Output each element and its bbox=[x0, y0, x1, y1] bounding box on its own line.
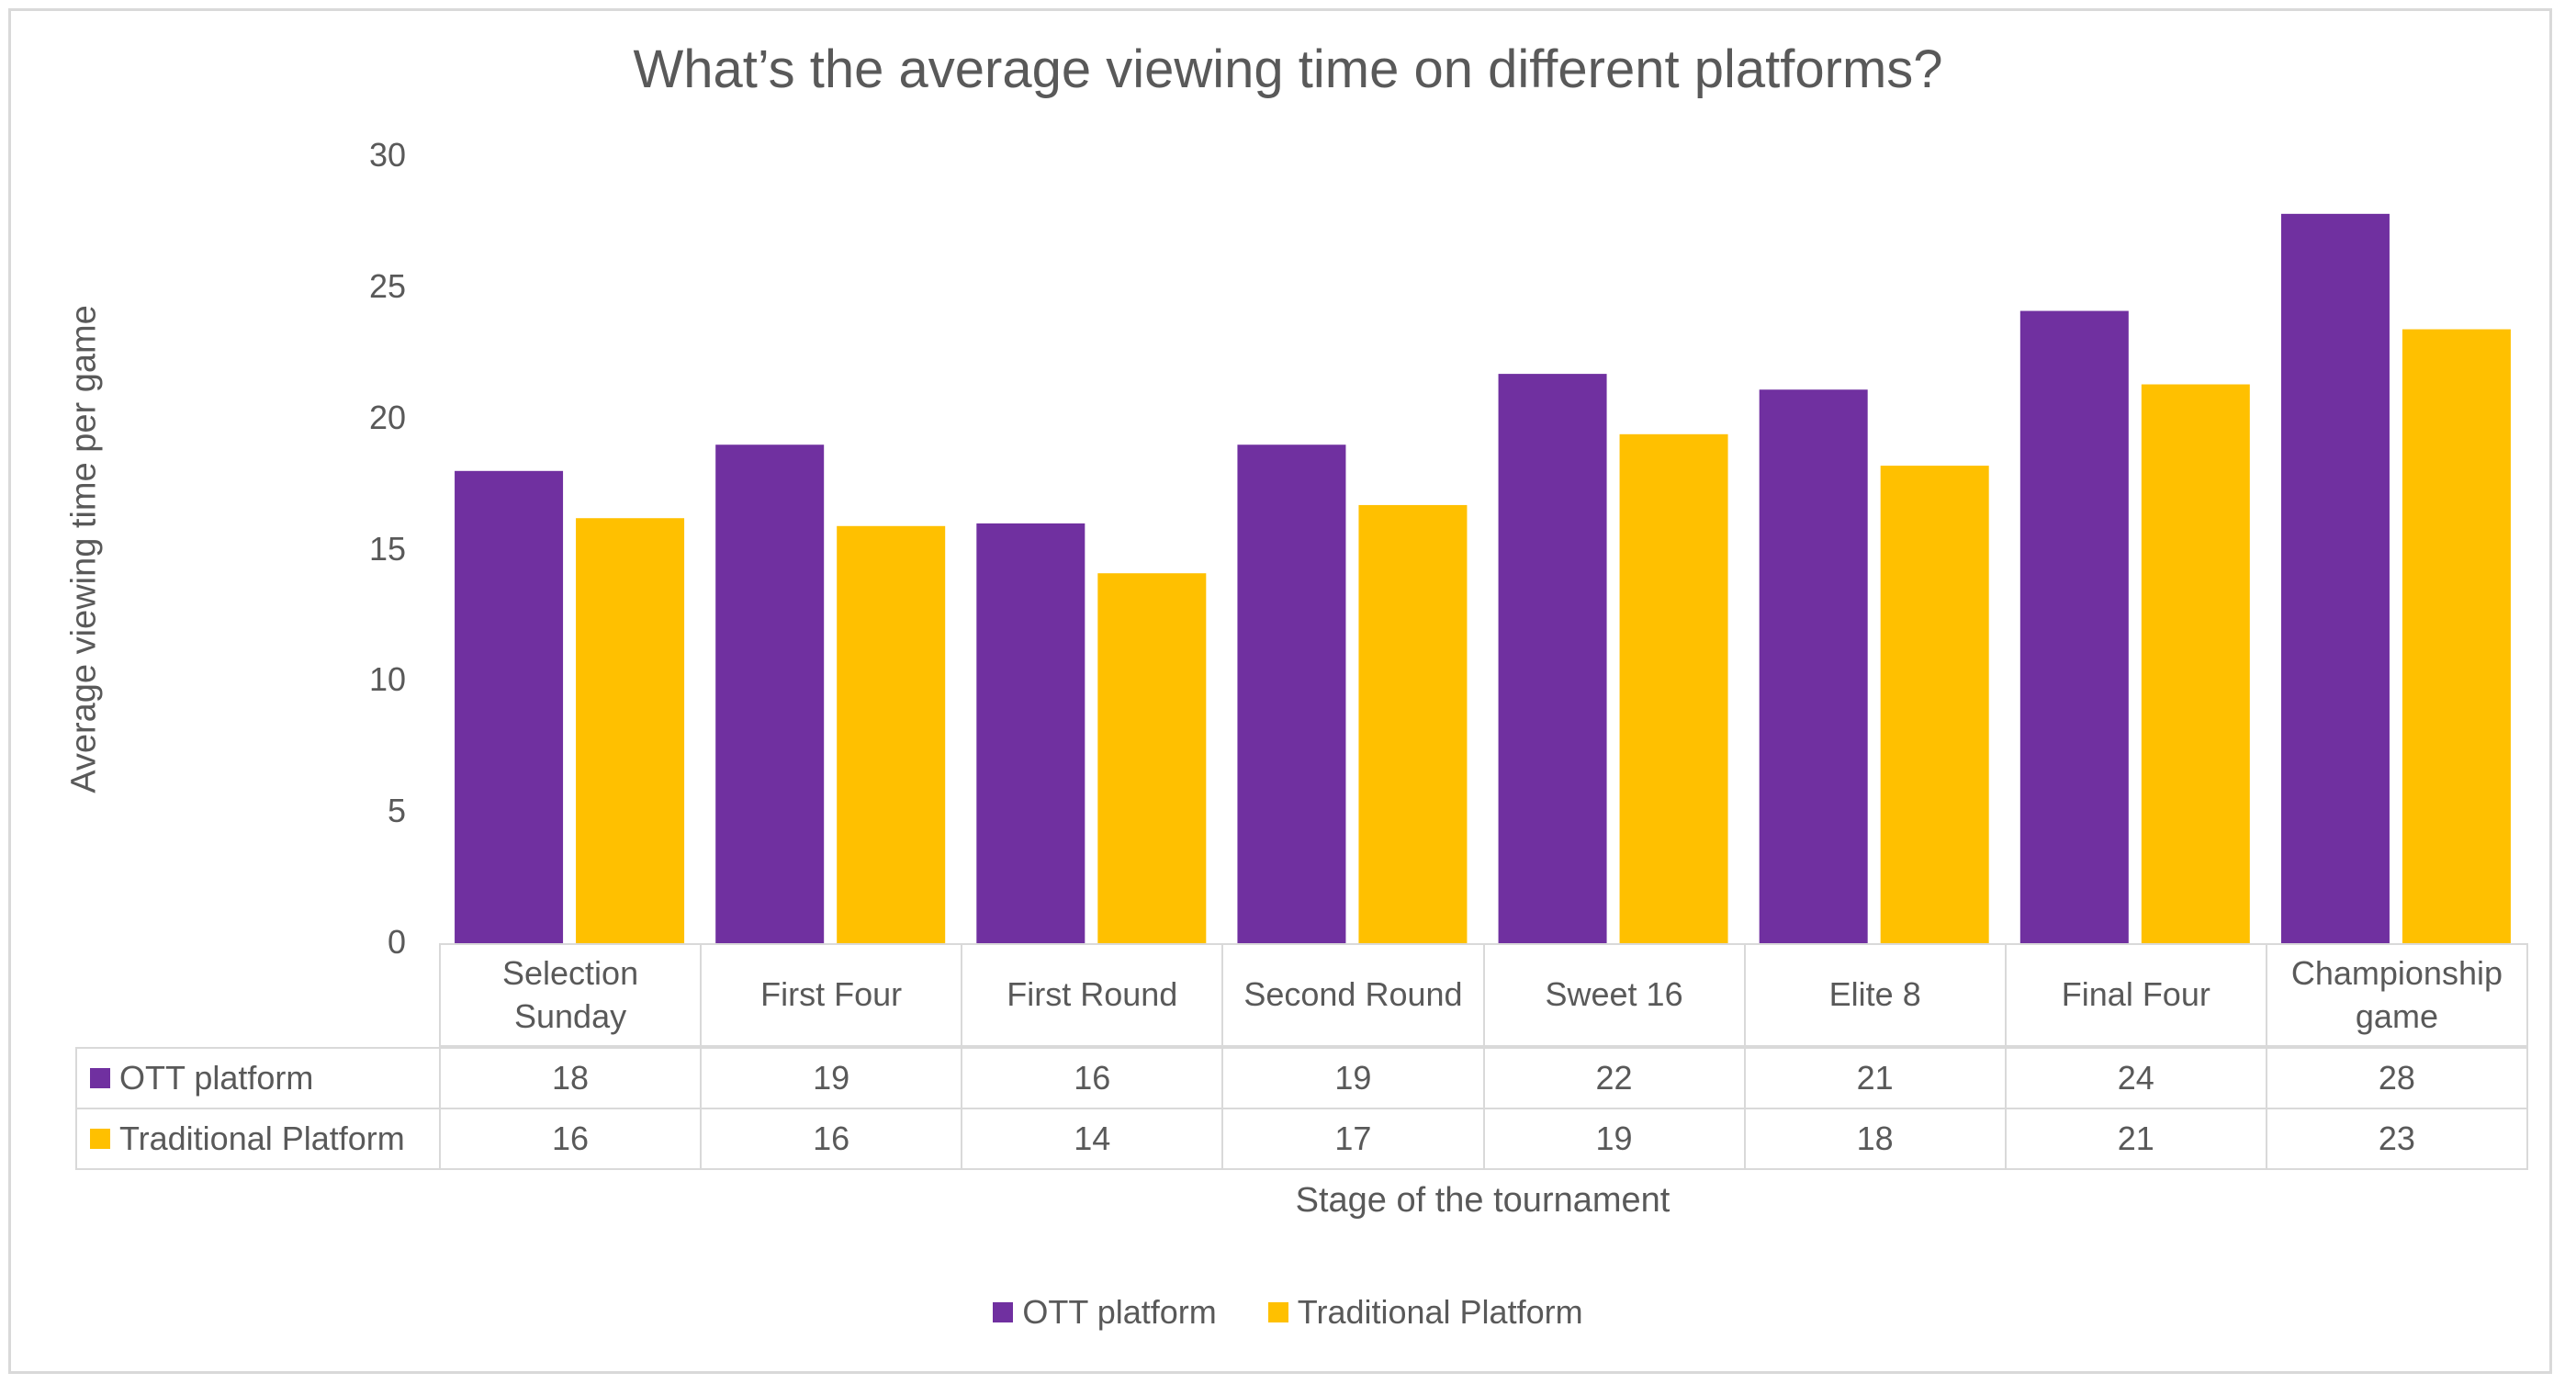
table-value-cell-text: 16 bbox=[813, 1119, 850, 1157]
table-value-cell: 19 bbox=[1482, 1108, 1746, 1170]
table-value-cell: 18 bbox=[1743, 1108, 2007, 1170]
table-value-cell-text: 19 bbox=[1334, 1058, 1372, 1097]
series-name: Traditional Platform bbox=[119, 1119, 405, 1157]
y-tick-label: 5 bbox=[387, 792, 406, 830]
table-value-cell-text: 19 bbox=[813, 1058, 850, 1097]
category-label: Sunday bbox=[514, 996, 627, 1035]
table-value-cell: 21 bbox=[2004, 1108, 2267, 1170]
legend-swatch-icon bbox=[993, 1302, 1014, 1322]
category-label: Final Four bbox=[2061, 975, 2210, 1014]
bar-ott-4 bbox=[1498, 374, 1607, 943]
table-value-cell-text: 23 bbox=[2378, 1119, 2415, 1157]
legend-item: OTT platform bbox=[993, 1293, 1217, 1332]
table-header-cell: First Four bbox=[700, 943, 963, 1047]
table-value-cell-text: 16 bbox=[1074, 1058, 1111, 1097]
table-value-cell: 16 bbox=[439, 1108, 703, 1170]
legend-swatch-icon bbox=[1267, 1302, 1288, 1322]
table-value-cell-text: 21 bbox=[1856, 1058, 1894, 1097]
bar-ott-5 bbox=[1759, 389, 1868, 943]
bar-traditional-2 bbox=[1097, 573, 1207, 943]
bar-ott-7 bbox=[2280, 213, 2390, 943]
table-value-cell: 19 bbox=[1221, 1047, 1485, 1109]
table-value-cell: 16 bbox=[961, 1047, 1224, 1109]
category-label: First Four bbox=[760, 975, 903, 1014]
table-value-cell-text: 18 bbox=[552, 1058, 590, 1097]
table-value-cell-text: 28 bbox=[2378, 1058, 2415, 1097]
table-value-cell: 24 bbox=[2004, 1047, 2267, 1109]
bar-traditional-6 bbox=[2141, 384, 2250, 943]
category-label: Selection bbox=[502, 953, 639, 992]
category-label: Second Round bbox=[1243, 975, 1463, 1014]
category-label: First Round bbox=[1007, 975, 1178, 1014]
table-header-cell: Selection Sunday bbox=[439, 943, 703, 1047]
table-header-cell: Elite 8 bbox=[1743, 943, 2007, 1047]
table-value-cell-text: 18 bbox=[1856, 1119, 1894, 1157]
bar-ott-0 bbox=[455, 470, 564, 943]
bar-traditional-1 bbox=[837, 525, 946, 943]
y-tick-label: 25 bbox=[368, 266, 406, 305]
table-value-cell: 18 bbox=[439, 1047, 703, 1109]
table-value-cell-text: 19 bbox=[1595, 1119, 1633, 1157]
bar-ott-1 bbox=[715, 444, 825, 943]
table-value-cell: 23 bbox=[2265, 1108, 2528, 1170]
chart-title: What’s the average viewing time on diffe… bbox=[633, 39, 1943, 99]
y-tick-label: 30 bbox=[368, 136, 406, 174]
table-value-cell-text: 22 bbox=[1595, 1058, 1633, 1097]
bar-traditional-5 bbox=[1880, 466, 1989, 943]
legend-label: OTT platform bbox=[1022, 1293, 1217, 1331]
bar-ott-6 bbox=[2019, 310, 2129, 943]
table-header-cell: First Round bbox=[961, 943, 1224, 1047]
table-value-cell: 19 bbox=[700, 1047, 963, 1109]
table-row-label: Traditional Platform bbox=[75, 1108, 441, 1170]
legend: OTT platform Traditional Platform bbox=[0, 1293, 2576, 1332]
table-value-cell: 17 bbox=[1221, 1108, 1485, 1170]
table-row-label: OTT platform bbox=[75, 1047, 441, 1109]
table-header-cell: Championship game bbox=[2265, 943, 2528, 1047]
bar-traditional-4 bbox=[1619, 433, 1728, 944]
table-header-cell: Second Round bbox=[1221, 943, 1485, 1047]
table-value-cell-text: 17 bbox=[1334, 1119, 1372, 1157]
legend-swatch-icon bbox=[90, 1068, 110, 1088]
table-value-cell: 28 bbox=[2265, 1047, 2528, 1109]
series-name: OTT platform bbox=[119, 1058, 314, 1097]
table-value-cell: 16 bbox=[700, 1108, 963, 1170]
bar-traditional-0 bbox=[576, 518, 685, 943]
category-label: Elite 8 bbox=[1828, 975, 1921, 1014]
table-header-cell: Sweet 16 bbox=[1482, 943, 1746, 1047]
y-tick-label: 20 bbox=[368, 398, 406, 436]
x-axis-title: Stage of the tournament bbox=[1295, 1181, 1670, 1220]
legend-item: Traditional Platform bbox=[1267, 1293, 1583, 1332]
table-value-cell-text: 24 bbox=[2117, 1058, 2154, 1097]
table-header-cell: Final Four bbox=[2004, 943, 2267, 1047]
table-value-cell-text: 21 bbox=[2117, 1119, 2154, 1157]
table-value-cell: 21 bbox=[1743, 1047, 2007, 1109]
category-label: Sweet 16 bbox=[1545, 975, 1683, 1014]
bar-traditional-7 bbox=[2402, 329, 2511, 943]
y-tick-label: 15 bbox=[368, 529, 406, 568]
bar-traditional-3 bbox=[1358, 504, 1468, 943]
legend-label: Traditional Platform bbox=[1297, 1293, 1583, 1331]
table-value-cell: 14 bbox=[961, 1108, 1224, 1170]
category-label: Championship bbox=[2290, 953, 2503, 992]
category-label: game bbox=[2355, 996, 2438, 1035]
legend-swatch-icon bbox=[90, 1129, 110, 1149]
table-value-cell-text: 14 bbox=[1074, 1119, 1111, 1157]
y-tick-label: 10 bbox=[368, 660, 406, 699]
table-value-cell: 22 bbox=[1482, 1047, 1746, 1109]
bar-ott-2 bbox=[976, 523, 1086, 943]
table-value-cell-text: 16 bbox=[552, 1119, 590, 1157]
y-tick-label: 0 bbox=[387, 923, 406, 961]
bar-ott-3 bbox=[1237, 444, 1346, 943]
